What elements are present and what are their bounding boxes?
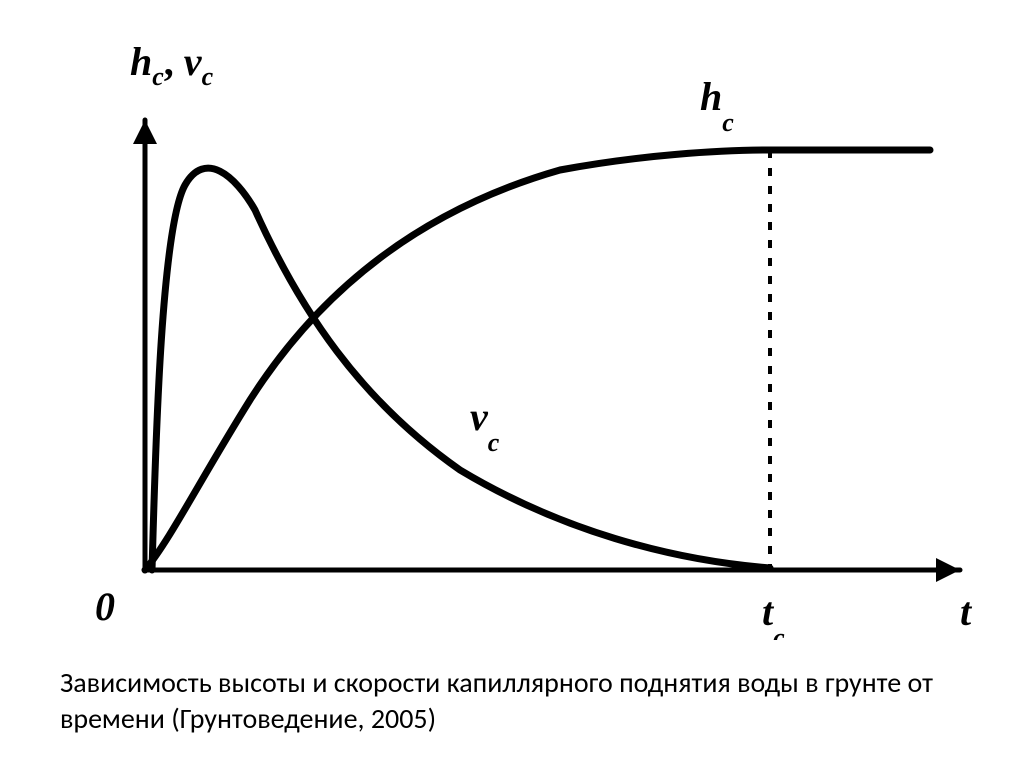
tc-label: tc [762,589,785,640]
y-axis-label: hc, vc [130,39,214,91]
figure-container: { "chart": { "type": "line", "background… [0,0,1024,767]
vc-curve-label: vc [470,394,500,457]
vc-curve [152,168,770,570]
caption-text: Зависимость высоты и скорости капиллярно… [60,665,933,736]
figure-caption: Зависимость высоты и скорости капиллярно… [60,665,964,738]
origin-label: 0 [95,584,115,629]
labels-group: hc, vc 0 t tc hc vc [95,39,973,640]
x-axis-label: t [960,589,973,634]
hc-curve-label: hc [700,74,734,137]
curves-group [145,150,930,570]
chart-svg: hc, vc 0 t tc hc vc [0,0,1024,640]
